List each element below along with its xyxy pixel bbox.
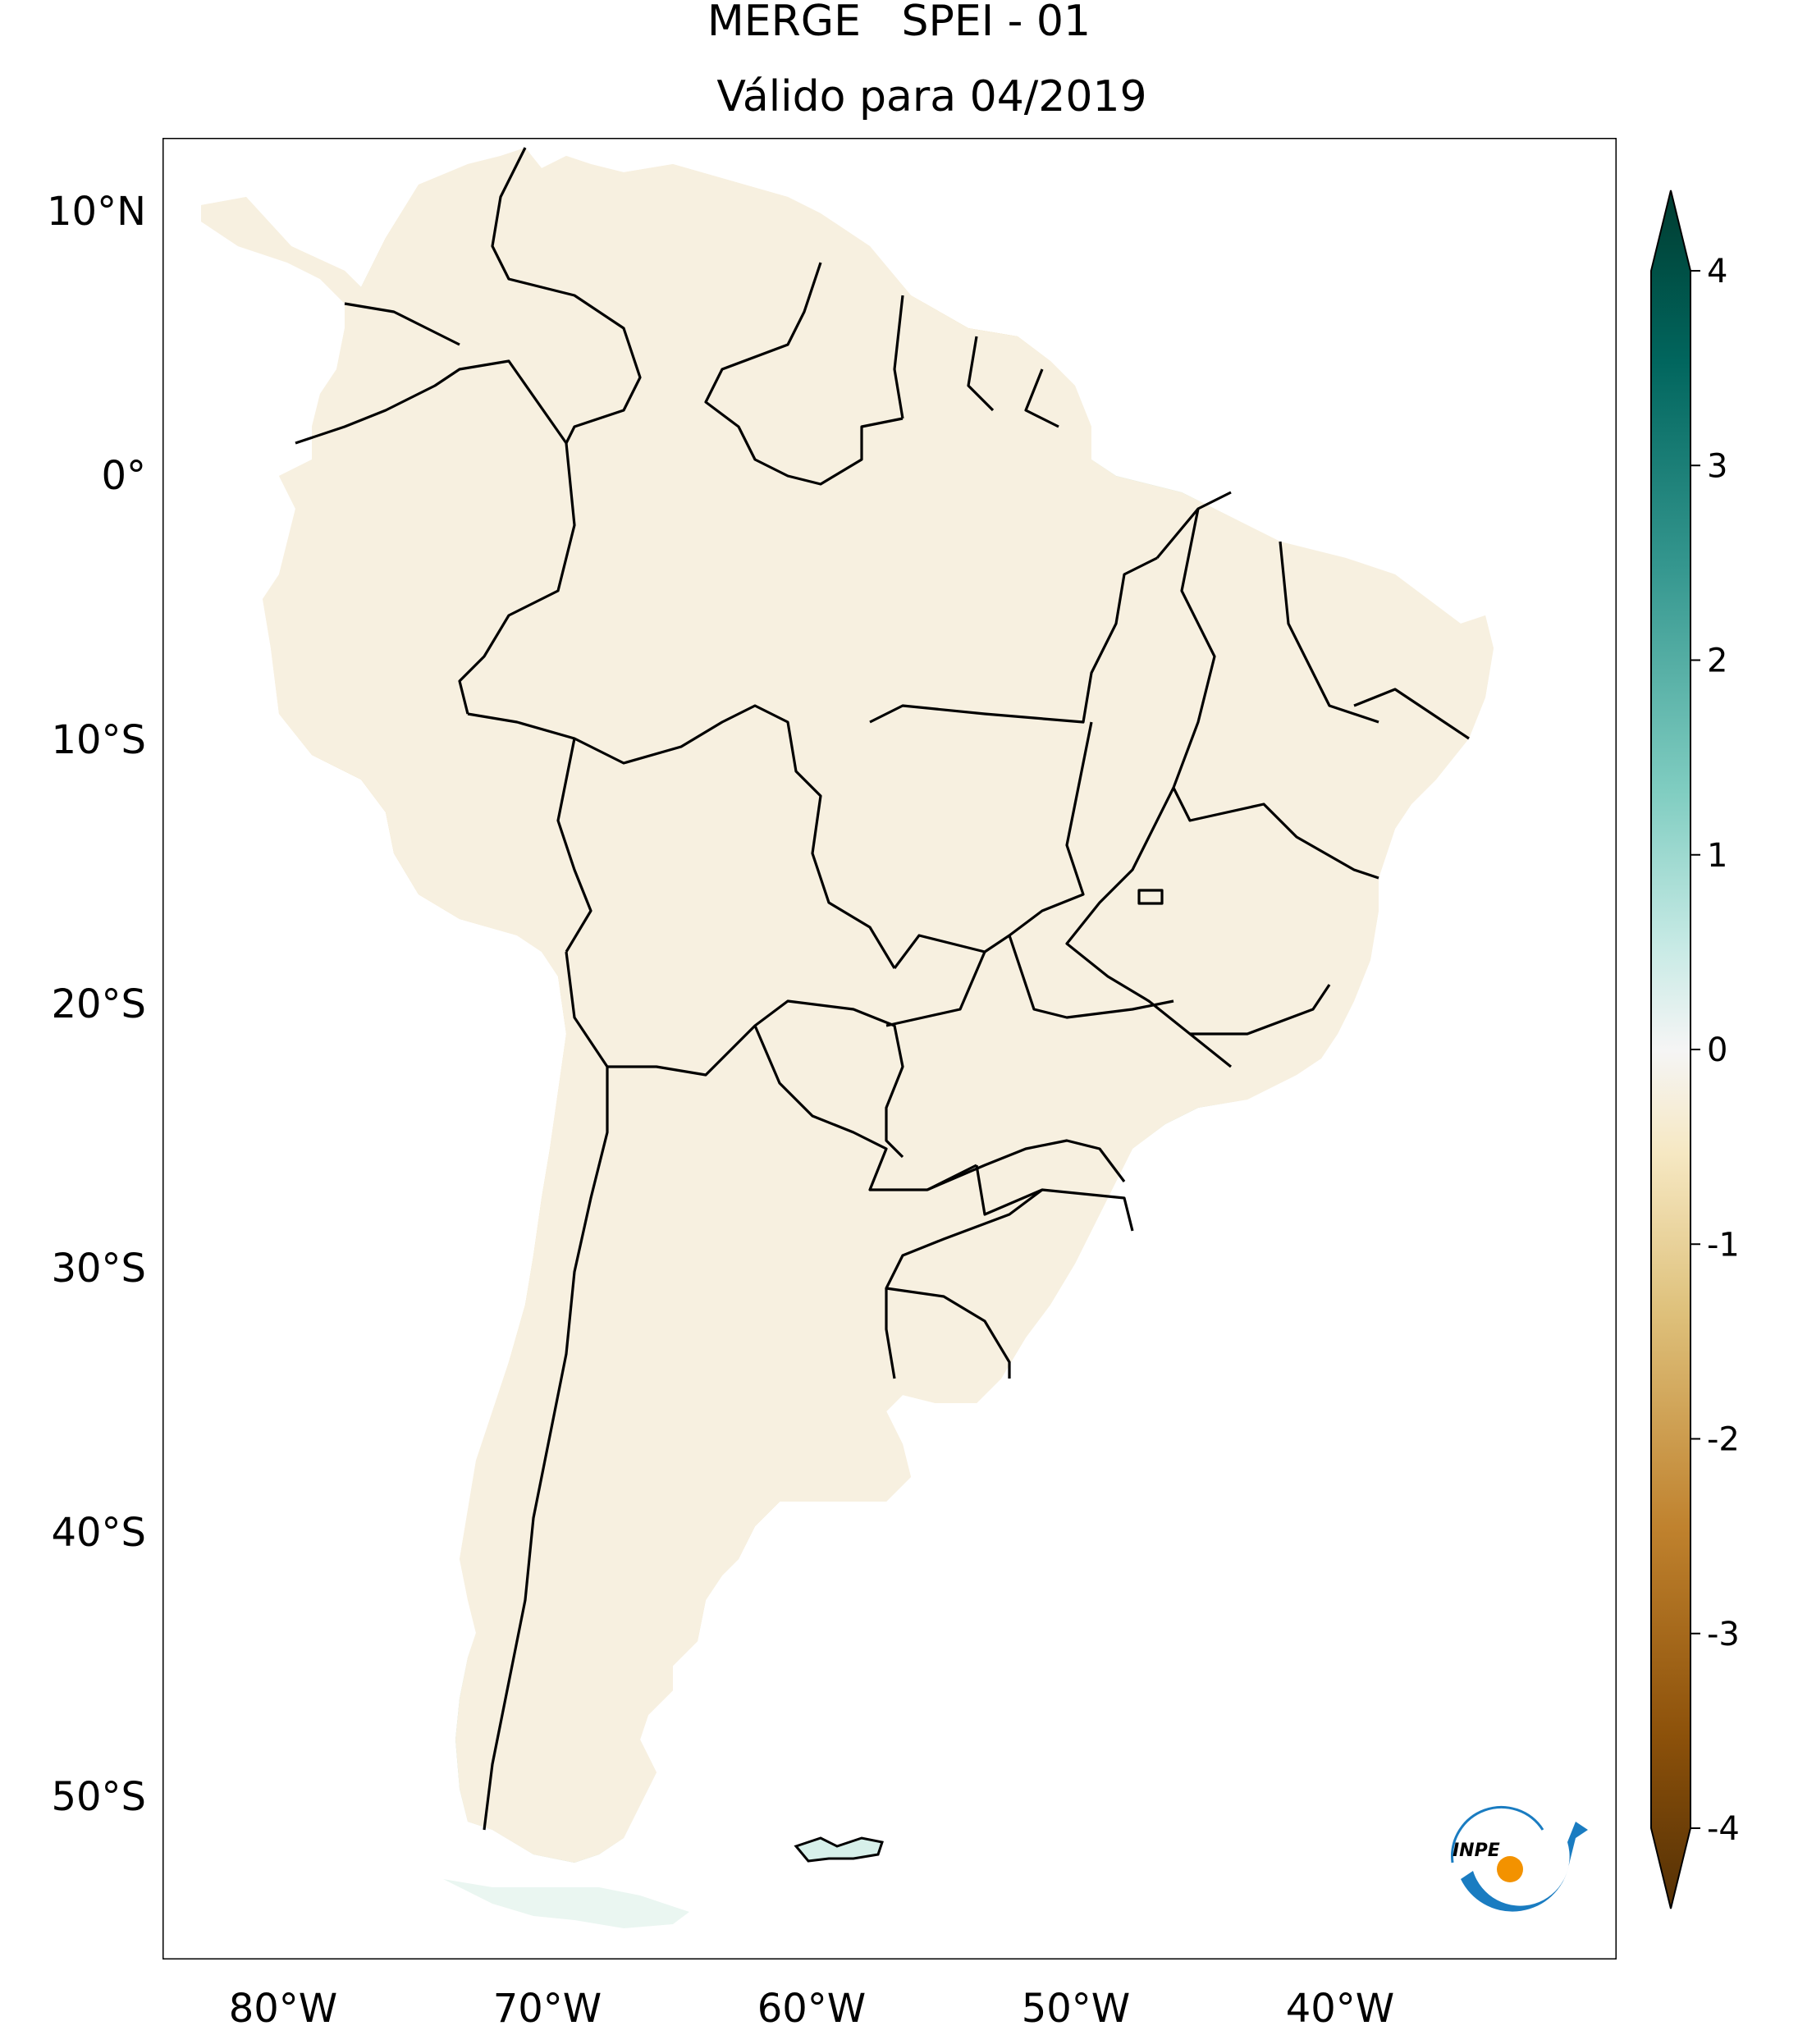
- colorbar-tick-label: -1: [1707, 1226, 1740, 1264]
- colorbar-tick-label: -2: [1707, 1421, 1740, 1459]
- logo-text: INPE: [1453, 1841, 1500, 1861]
- country-borders: [199, 146, 1495, 1864]
- tierra-del-fuego: [443, 1879, 689, 1928]
- colorbar-tick-label: 3: [1707, 447, 1727, 485]
- colorbar-tick-label: 1: [1707, 837, 1727, 875]
- colorbar-tick-label: 2: [1707, 642, 1727, 680]
- colorbar-tick-label: 0: [1707, 1031, 1727, 1069]
- lon-label: 80°W: [229, 1986, 338, 2032]
- lat-label: 10°N: [47, 189, 146, 235]
- lat-label: 30°S: [51, 1246, 146, 1292]
- lon-label: 40°W: [1286, 1986, 1395, 2032]
- lon-label: 60°W: [757, 1986, 867, 2032]
- colorbar-tick-label: 4: [1707, 253, 1727, 290]
- lon-label: 70°W: [493, 1986, 602, 2032]
- colorbar-tick-label: -3: [1707, 1616, 1740, 1653]
- lat-label: 0°: [101, 453, 146, 499]
- inpe-logo: INPE: [1451, 1805, 1588, 1912]
- map-title-line-2: Válido para 04/2019: [716, 72, 1147, 121]
- map-title-line-1: MERGE SPEI - 01: [707, 0, 1091, 46]
- longitude-axis: 80°W 70°W 60°W 50°W 40°W: [229, 1986, 1395, 2032]
- falkland-islands: [794, 1836, 884, 1863]
- lat-label: 40°S: [51, 1510, 146, 1556]
- lon-label: 50°W: [1022, 1986, 1131, 2032]
- latitude-axis: 10°N 0° 10°S 20°S 30°S 40°S 50°S: [47, 189, 146, 1820]
- lat-label: 10°S: [51, 717, 146, 763]
- lat-label: 20°S: [51, 981, 146, 1027]
- colorbar-tick-label: -4: [1707, 1810, 1740, 1848]
- colorbar: 4 3 2 1 0 -1 -2 -3 -4: [1650, 190, 1740, 1909]
- lat-label: 50°S: [51, 1774, 146, 1820]
